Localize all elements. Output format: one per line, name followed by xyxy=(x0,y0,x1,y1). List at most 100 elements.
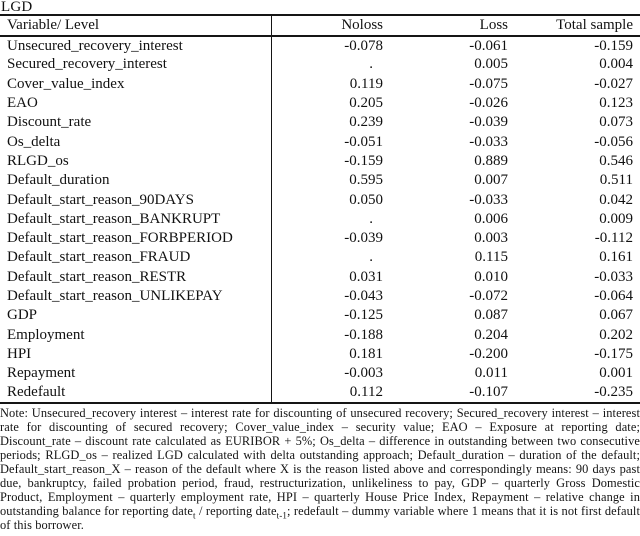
loss-cell: -0.061 xyxy=(469,37,508,54)
variable-cell: Discount_rate xyxy=(0,113,272,133)
note-text-part-2: / reporting date xyxy=(195,503,277,518)
variable-cell: Unsecured_recovery_interest xyxy=(0,36,272,56)
noloss-cell: -0.039 xyxy=(344,230,383,247)
variable-cell: Default_duration xyxy=(0,171,272,191)
table-row: Discount_rate 0.239 -0.039 0.073 xyxy=(0,113,640,133)
variable-cell: Default_start_reason_RESTR xyxy=(0,267,272,287)
noloss-cell: 0.050 xyxy=(349,191,383,208)
loss-cell: 0.889 xyxy=(474,152,508,169)
table-row: GDP -0.125 0.087 0.067 xyxy=(0,306,640,326)
loss-cell: -0.200 xyxy=(469,345,508,362)
table-row: RLGD_os -0.159 0.889 0.546 xyxy=(0,151,640,172)
variable-cell: Default_start_reason_UNLIKEPAY xyxy=(0,286,272,307)
variable-cell: Cover_value_index xyxy=(0,74,272,94)
column-header-noloss: Noloss xyxy=(341,17,383,33)
variable-cell: Redefault xyxy=(0,383,272,403)
loss-cell: -0.026 xyxy=(469,95,508,112)
total-sample-cell: 0.004 xyxy=(599,56,633,73)
lgd-correlation-table: Variable/ Level Noloss Loss Total sample… xyxy=(0,14,640,404)
loss-cell: -0.033 xyxy=(469,191,508,208)
loss-cell: 0.005 xyxy=(474,56,508,73)
total-sample-cell: -0.159 xyxy=(594,37,633,54)
total-sample-cell: 0.511 xyxy=(599,172,633,189)
table-row: Default_start_reason_RESTR 0.031 0.010 -0.0… xyxy=(0,267,640,287)
column-header-variable-level: Variable/ Level xyxy=(0,15,272,36)
table-row: Default_start_reason_BANKRUPT. 0.006 0.009 xyxy=(0,209,640,229)
variable-cell: Secured_recovery_interest xyxy=(0,55,272,75)
noloss-cell: -0.003 xyxy=(344,365,383,382)
table-row: HPI 0.181 -0.200 -0.175 xyxy=(0,344,640,365)
total-sample-cell: 0.546 xyxy=(599,152,633,169)
table-row: Repayment -0.003 0.011 0.001 xyxy=(0,364,640,384)
noloss-cell: . xyxy=(369,56,373,73)
loss-cell: 0.010 xyxy=(474,268,508,285)
table-row: Default_start_reason_FORBPERIOD -0.039 0.0… xyxy=(0,228,640,249)
total-sample-cell: -0.033 xyxy=(594,268,633,285)
note-text-part-3: ; redefault – dummy variable where 1 mea… xyxy=(0,503,640,532)
table-row: Redefault 0.112 -0.107 -0.235 xyxy=(0,383,640,403)
loss-cell: 0.006 xyxy=(474,210,508,227)
noloss-cell: -0.043 xyxy=(344,288,383,304)
variable-cell: Repayment xyxy=(0,364,272,384)
loss-cell: -0.075 xyxy=(469,75,508,92)
table-row: Os_delta -0.051 -0.033 -0.056 xyxy=(0,132,640,152)
total-sample-cell: -0.027 xyxy=(594,75,633,92)
total-sample-cell: -0.056 xyxy=(594,133,633,150)
table-row: Default_start_reason_90DAYS 0.050 -0.033 0.… xyxy=(0,190,640,210)
loss-cell: 0.007 xyxy=(474,172,508,189)
variable-cell: Default_start_reason_BANKRUPT xyxy=(0,209,272,229)
table-row: Unsecured_recovery_interest -0.078 -0.061 -… xyxy=(0,36,640,56)
note-text-part-1: Note: Unsecured_recovery interest – inte… xyxy=(0,405,640,518)
total-sample-cell: -0.064 xyxy=(594,288,633,304)
noloss-cell: 0.595 xyxy=(349,172,383,189)
table-row: Default_start_reason_UNLIKEPAY -0.043 -0.0… xyxy=(0,286,640,307)
noloss-cell: 0.239 xyxy=(349,114,383,131)
variable-cell: GDP xyxy=(0,306,272,326)
variable-cell: HPI xyxy=(0,344,272,365)
variable-cell: Employment xyxy=(0,325,272,345)
variable-cell: Os_delta xyxy=(0,132,272,152)
table-row: EAO 0.205 -0.026 0.123 xyxy=(0,93,640,114)
table-row: Employment -0.188 0.204 0.202 xyxy=(0,325,640,345)
table-header-row: Variable/ Level Noloss Loss Total sample xyxy=(0,15,640,36)
total-sample-cell: 0.161 xyxy=(599,249,633,266)
loss-cell: 0.003 xyxy=(474,230,508,247)
variable-cell: EAO xyxy=(0,93,272,114)
column-header-total-sample: Total sample xyxy=(556,17,633,33)
total-sample-cell: 0.001 xyxy=(599,365,633,382)
variable-cell: Default_start_reason_FRAUD xyxy=(0,248,272,268)
table-body: Unsecured_recovery_interest -0.078 -0.061 -… xyxy=(0,36,640,403)
noloss-cell: -0.159 xyxy=(344,152,383,169)
noloss-cell: -0.051 xyxy=(344,133,383,150)
noloss-cell: 0.112 xyxy=(349,383,383,400)
table-note: Note: Unsecured_recovery interest – inte… xyxy=(0,406,640,532)
column-header-loss: Loss xyxy=(479,17,508,33)
total-sample-cell: 0.123 xyxy=(599,95,633,112)
note-subscript-t-1: t-1 xyxy=(276,510,287,521)
loss-cell: 0.087 xyxy=(474,307,508,324)
total-sample-cell: 0.202 xyxy=(599,326,633,343)
variable-cell: Default_start_reason_FORBPERIOD xyxy=(0,228,272,249)
noloss-cell: -0.188 xyxy=(344,326,383,343)
total-sample-cell: -0.235 xyxy=(594,383,633,400)
loss-cell: -0.039 xyxy=(469,114,508,131)
total-sample-cell: 0.009 xyxy=(599,210,633,227)
noloss-cell: 0.031 xyxy=(349,268,383,285)
note-subscript-t: t xyxy=(193,510,196,521)
table-row: Default_start_reason_FRAUD. 0.115 0.161 xyxy=(0,248,640,268)
loss-cell: -0.033 xyxy=(469,133,508,150)
noloss-cell: 0.119 xyxy=(349,75,383,92)
loss-cell: 0.204 xyxy=(474,326,508,343)
variable-cell: Default_start_reason_90DAYS xyxy=(0,190,272,210)
table-row: Secured_recovery_interest. 0.005 0.004 xyxy=(0,55,640,75)
table-title: LGD xyxy=(1,0,33,15)
noloss-cell: 0.181 xyxy=(349,345,383,362)
noloss-cell: -0.078 xyxy=(344,37,383,54)
total-sample-cell: 0.067 xyxy=(599,307,633,324)
loss-cell: 0.115 xyxy=(474,249,508,266)
noloss-cell: . xyxy=(369,249,373,266)
table-row: Default_duration 0.595 0.007 0.511 xyxy=(0,171,640,191)
total-sample-cell: -0.175 xyxy=(594,345,633,362)
total-sample-cell: 0.042 xyxy=(599,191,633,208)
